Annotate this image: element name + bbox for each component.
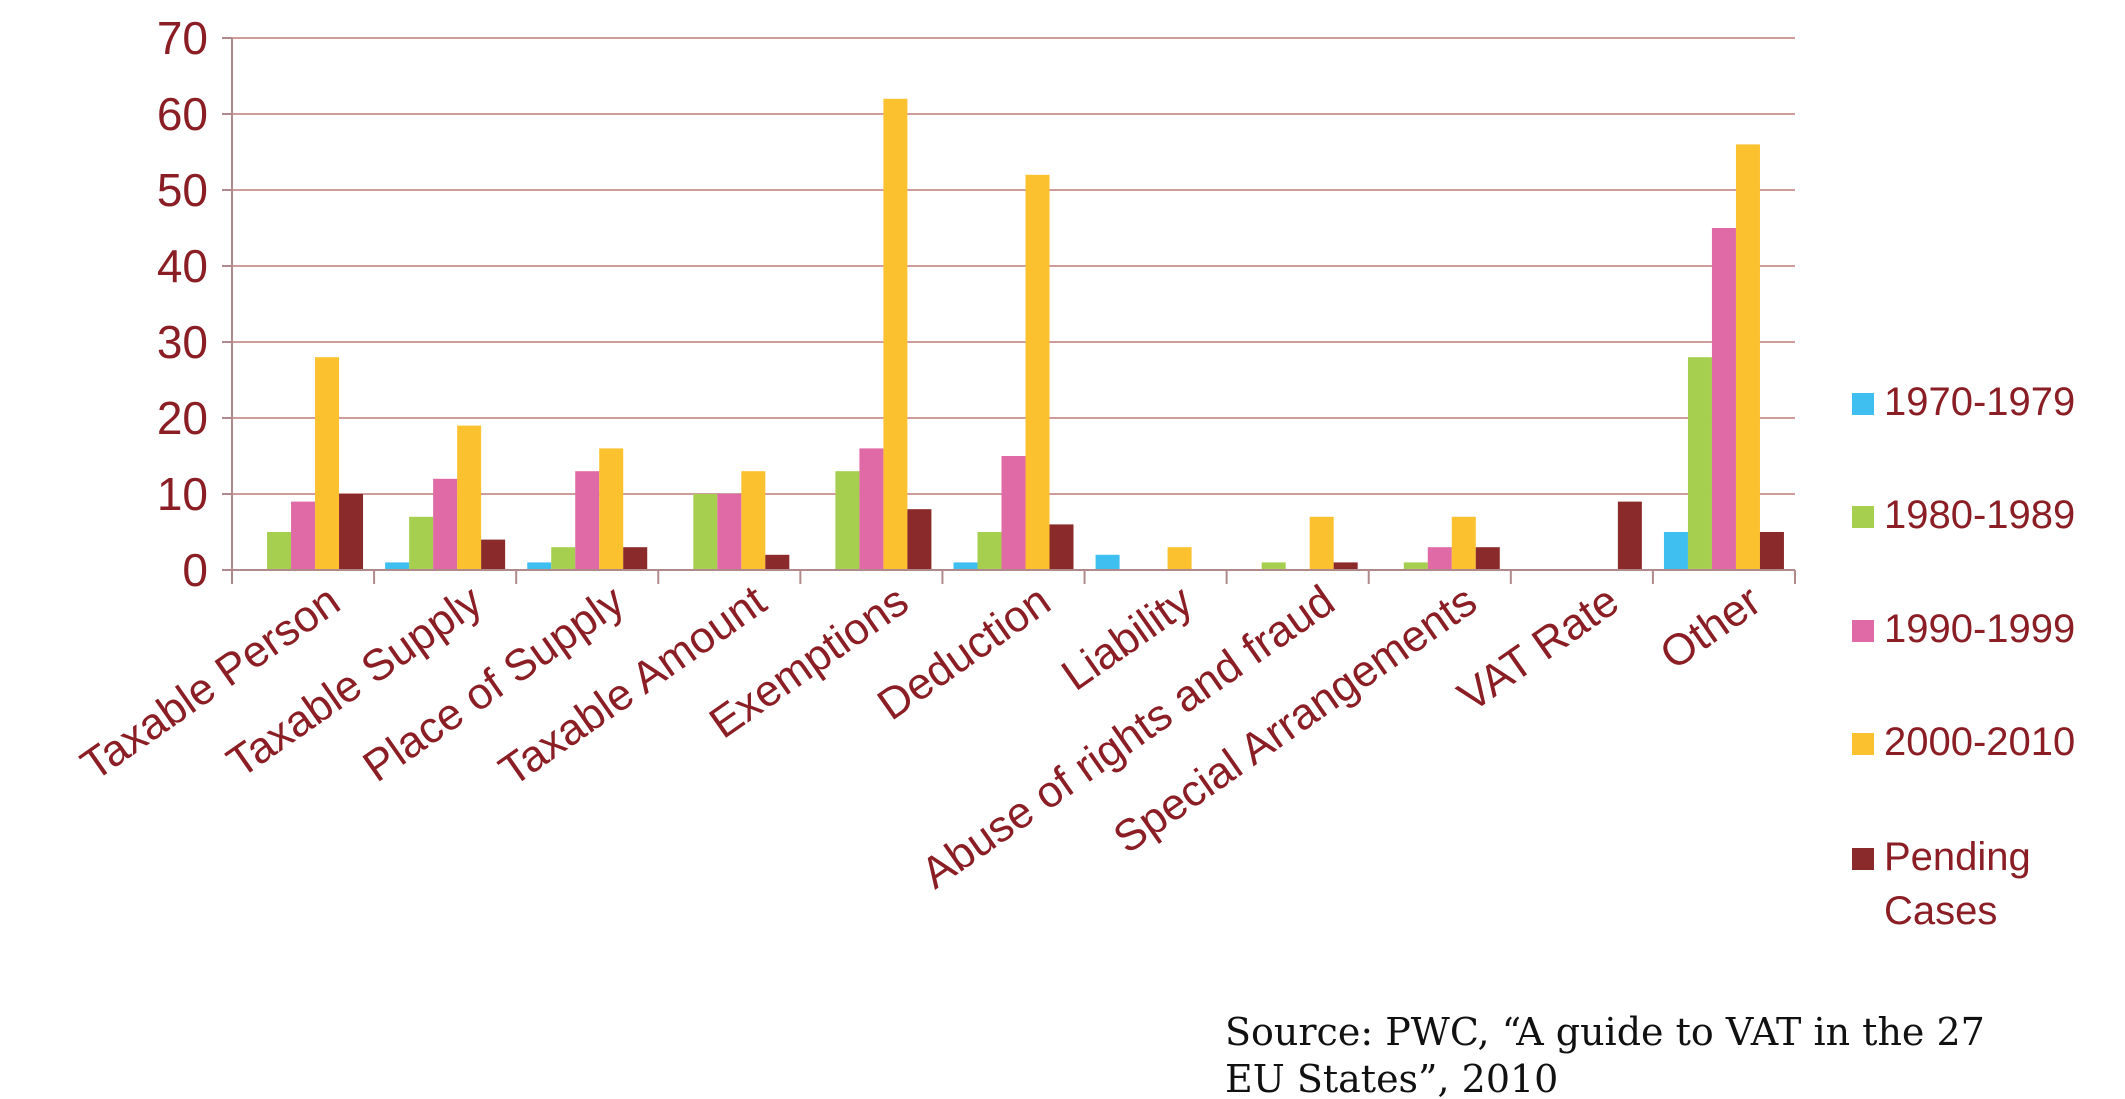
bar-1980-1989-other <box>1687 357 1712 570</box>
y-axis-tick-labels: 0 10 20 30 40 50 60 70 <box>157 12 208 596</box>
bar-1990-1999-place-of-supply <box>575 471 600 570</box>
bar-2000-2010-liability <box>1167 547 1192 570</box>
bar-1990-1999-deduction <box>1001 456 1026 570</box>
bar-1990-1999-taxable-amount <box>717 494 742 570</box>
legend-swatch <box>1852 393 1874 415</box>
legend-label: Pending <box>1884 835 2031 879</box>
source-line-2: EU States”, 2010 <box>1225 1057 1558 1099</box>
bar-pending-cases-other <box>1759 532 1784 570</box>
source-note: Source: PWC, “A guide to VAT in the 27 E… <box>1225 1010 1985 1099</box>
bar-1990-1999-taxable-supply <box>433 478 458 570</box>
bar-pending-cases-abuse-of-rights-and-fraud <box>1333 562 1358 570</box>
bar-1990-1999-exemptions <box>859 448 884 570</box>
bar-pending-cases-taxable-amount <box>765 554 790 570</box>
bar-1970-1979-other <box>1663 532 1688 570</box>
axes <box>222 37 1796 584</box>
x-category-label: Taxable Person <box>72 576 349 790</box>
bar-pending-cases-exemptions <box>907 509 932 570</box>
y-tick-label: 0 <box>182 544 208 596</box>
bar-2000-2010-taxable-amount <box>741 471 766 570</box>
y-tick-label: 40 <box>157 240 208 292</box>
bar-2000-2010-taxable-supply <box>457 425 482 570</box>
y-tick-label: 60 <box>157 88 208 140</box>
legend-label: 1970-1979 <box>1884 380 2075 424</box>
bar-pending-cases-place-of-supply <box>623 547 648 570</box>
bar-1980-1989-place-of-supply <box>551 547 576 570</box>
bar-1990-1999-other <box>1711 228 1736 570</box>
bar-1990-1999-special-arrangements <box>1427 547 1452 570</box>
bar-2000-2010-exemptions <box>883 98 908 571</box>
legend-swatch <box>1852 848 1874 870</box>
y-tick-label: 10 <box>157 468 208 520</box>
bar-1980-1989-abuse-of-rights-and-fraud <box>1261 562 1286 570</box>
bar-pending-cases-special-arrangements <box>1475 547 1500 570</box>
bar-1970-1979-deduction <box>953 562 978 570</box>
x-category-label: Other <box>1651 576 1769 679</box>
y-tick-label: 50 <box>157 164 208 216</box>
bar-1980-1989-exemptions <box>835 471 860 570</box>
legend-swatch <box>1852 733 1874 755</box>
bar-2000-2010-deduction <box>1025 174 1050 571</box>
bar-1970-1979-place-of-supply <box>527 562 552 570</box>
bar-2000-2010-special-arrangements <box>1451 516 1476 570</box>
legend-swatch <box>1852 620 1874 642</box>
bar-pending-cases-vat-rate <box>1617 501 1642 570</box>
legend-label: 2000-2010 <box>1884 720 2075 764</box>
bar-1980-1989-taxable-person <box>267 532 292 570</box>
bar-1990-1999-taxable-person <box>291 501 316 570</box>
y-tick-label: 70 <box>157 12 208 64</box>
bars <box>267 98 1784 571</box>
bar-1970-1979-liability <box>1095 554 1120 570</box>
bar-1970-1979-taxable-supply <box>385 562 410 570</box>
x-category-label: VAT Rate <box>1449 576 1627 721</box>
legend-swatch <box>1852 506 1874 528</box>
bar-2000-2010-other <box>1735 144 1760 570</box>
y-tick-label: 30 <box>157 316 208 368</box>
legend-label: 1980-1989 <box>1884 493 2075 537</box>
bar-2000-2010-place-of-supply <box>599 448 624 570</box>
legend-label: Cases <box>1884 889 1997 933</box>
bar-pending-cases-deduction <box>1049 524 1074 570</box>
bar-1980-1989-deduction <box>977 532 1002 570</box>
legend: 1970-1979 1980-1989 1990-1999 2000-2010 Pend… <box>1852 380 2075 933</box>
bar-pending-cases-taxable-person <box>339 494 364 570</box>
bar-1980-1989-special-arrangements <box>1403 562 1428 570</box>
y-tick-label: 20 <box>157 392 208 444</box>
source-line-1: Source: PWC, “A guide to VAT in the 27 <box>1225 1010 1985 1054</box>
legend-label: 1990-1999 <box>1884 607 2075 651</box>
bar-2000-2010-abuse-of-rights-and-fraud <box>1309 516 1334 570</box>
gridlines <box>232 37 1795 495</box>
bar-1980-1989-taxable-amount <box>693 494 718 570</box>
bar-pending-cases-taxable-supply <box>481 539 506 570</box>
x-category-label: Taxable Supply <box>218 576 491 787</box>
bar-1980-1989-taxable-supply <box>409 516 434 570</box>
bar-2000-2010-taxable-person <box>315 357 340 570</box>
